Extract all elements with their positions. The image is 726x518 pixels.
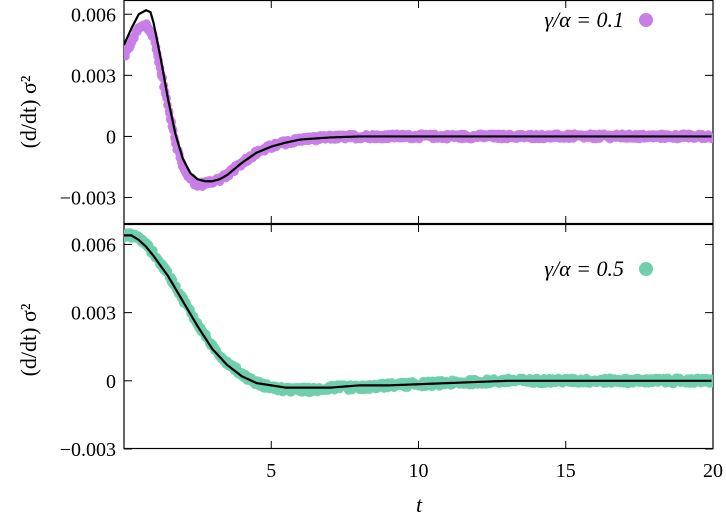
x-tick-label: 5 xyxy=(266,460,276,482)
y-tick-label: 0.006 xyxy=(71,4,116,26)
legend-bottom-label: γ/α = 0.5 xyxy=(544,256,624,281)
y-tick-label: 0 xyxy=(106,371,116,393)
legend-bottom: γ/α = 0.5 xyxy=(544,256,653,281)
x-tick-label: 20 xyxy=(703,460,723,482)
legend-bottom-marker xyxy=(639,262,653,276)
top-panel: −0.003 0 0.003 0.006 xyxy=(60,0,714,225)
y-tick-label: 0.003 xyxy=(71,65,116,87)
legend-top: γ/α = 0.1 xyxy=(544,7,653,32)
bottom-ylabel: (d/dt) σ² xyxy=(16,303,41,376)
x-axis-label: t xyxy=(416,492,423,517)
x-tick-label: 10 xyxy=(409,460,429,482)
scatter-series xyxy=(124,228,713,398)
y-tick-label: 0.003 xyxy=(71,303,116,325)
x-tick-label: 15 xyxy=(556,460,576,482)
y-tick-label: −0.003 xyxy=(60,188,116,210)
legend-top-label: γ/α = 0.1 xyxy=(544,7,624,32)
legend-top-marker xyxy=(639,13,653,27)
y-tick-label: −0.003 xyxy=(60,439,116,461)
fit-line xyxy=(124,8,712,183)
y-tick-label: 0.006 xyxy=(71,234,116,256)
top-ylabel: (d/dt) σ² xyxy=(16,75,41,148)
scatter-series xyxy=(124,19,713,191)
bottom-panel: −0.003 0 0.003 0.006 5 10 15 20 xyxy=(60,223,723,482)
plot-frame xyxy=(123,0,714,225)
plot-frame xyxy=(123,223,714,450)
y-tick-label: 0 xyxy=(106,126,116,148)
fit-line xyxy=(124,234,712,389)
